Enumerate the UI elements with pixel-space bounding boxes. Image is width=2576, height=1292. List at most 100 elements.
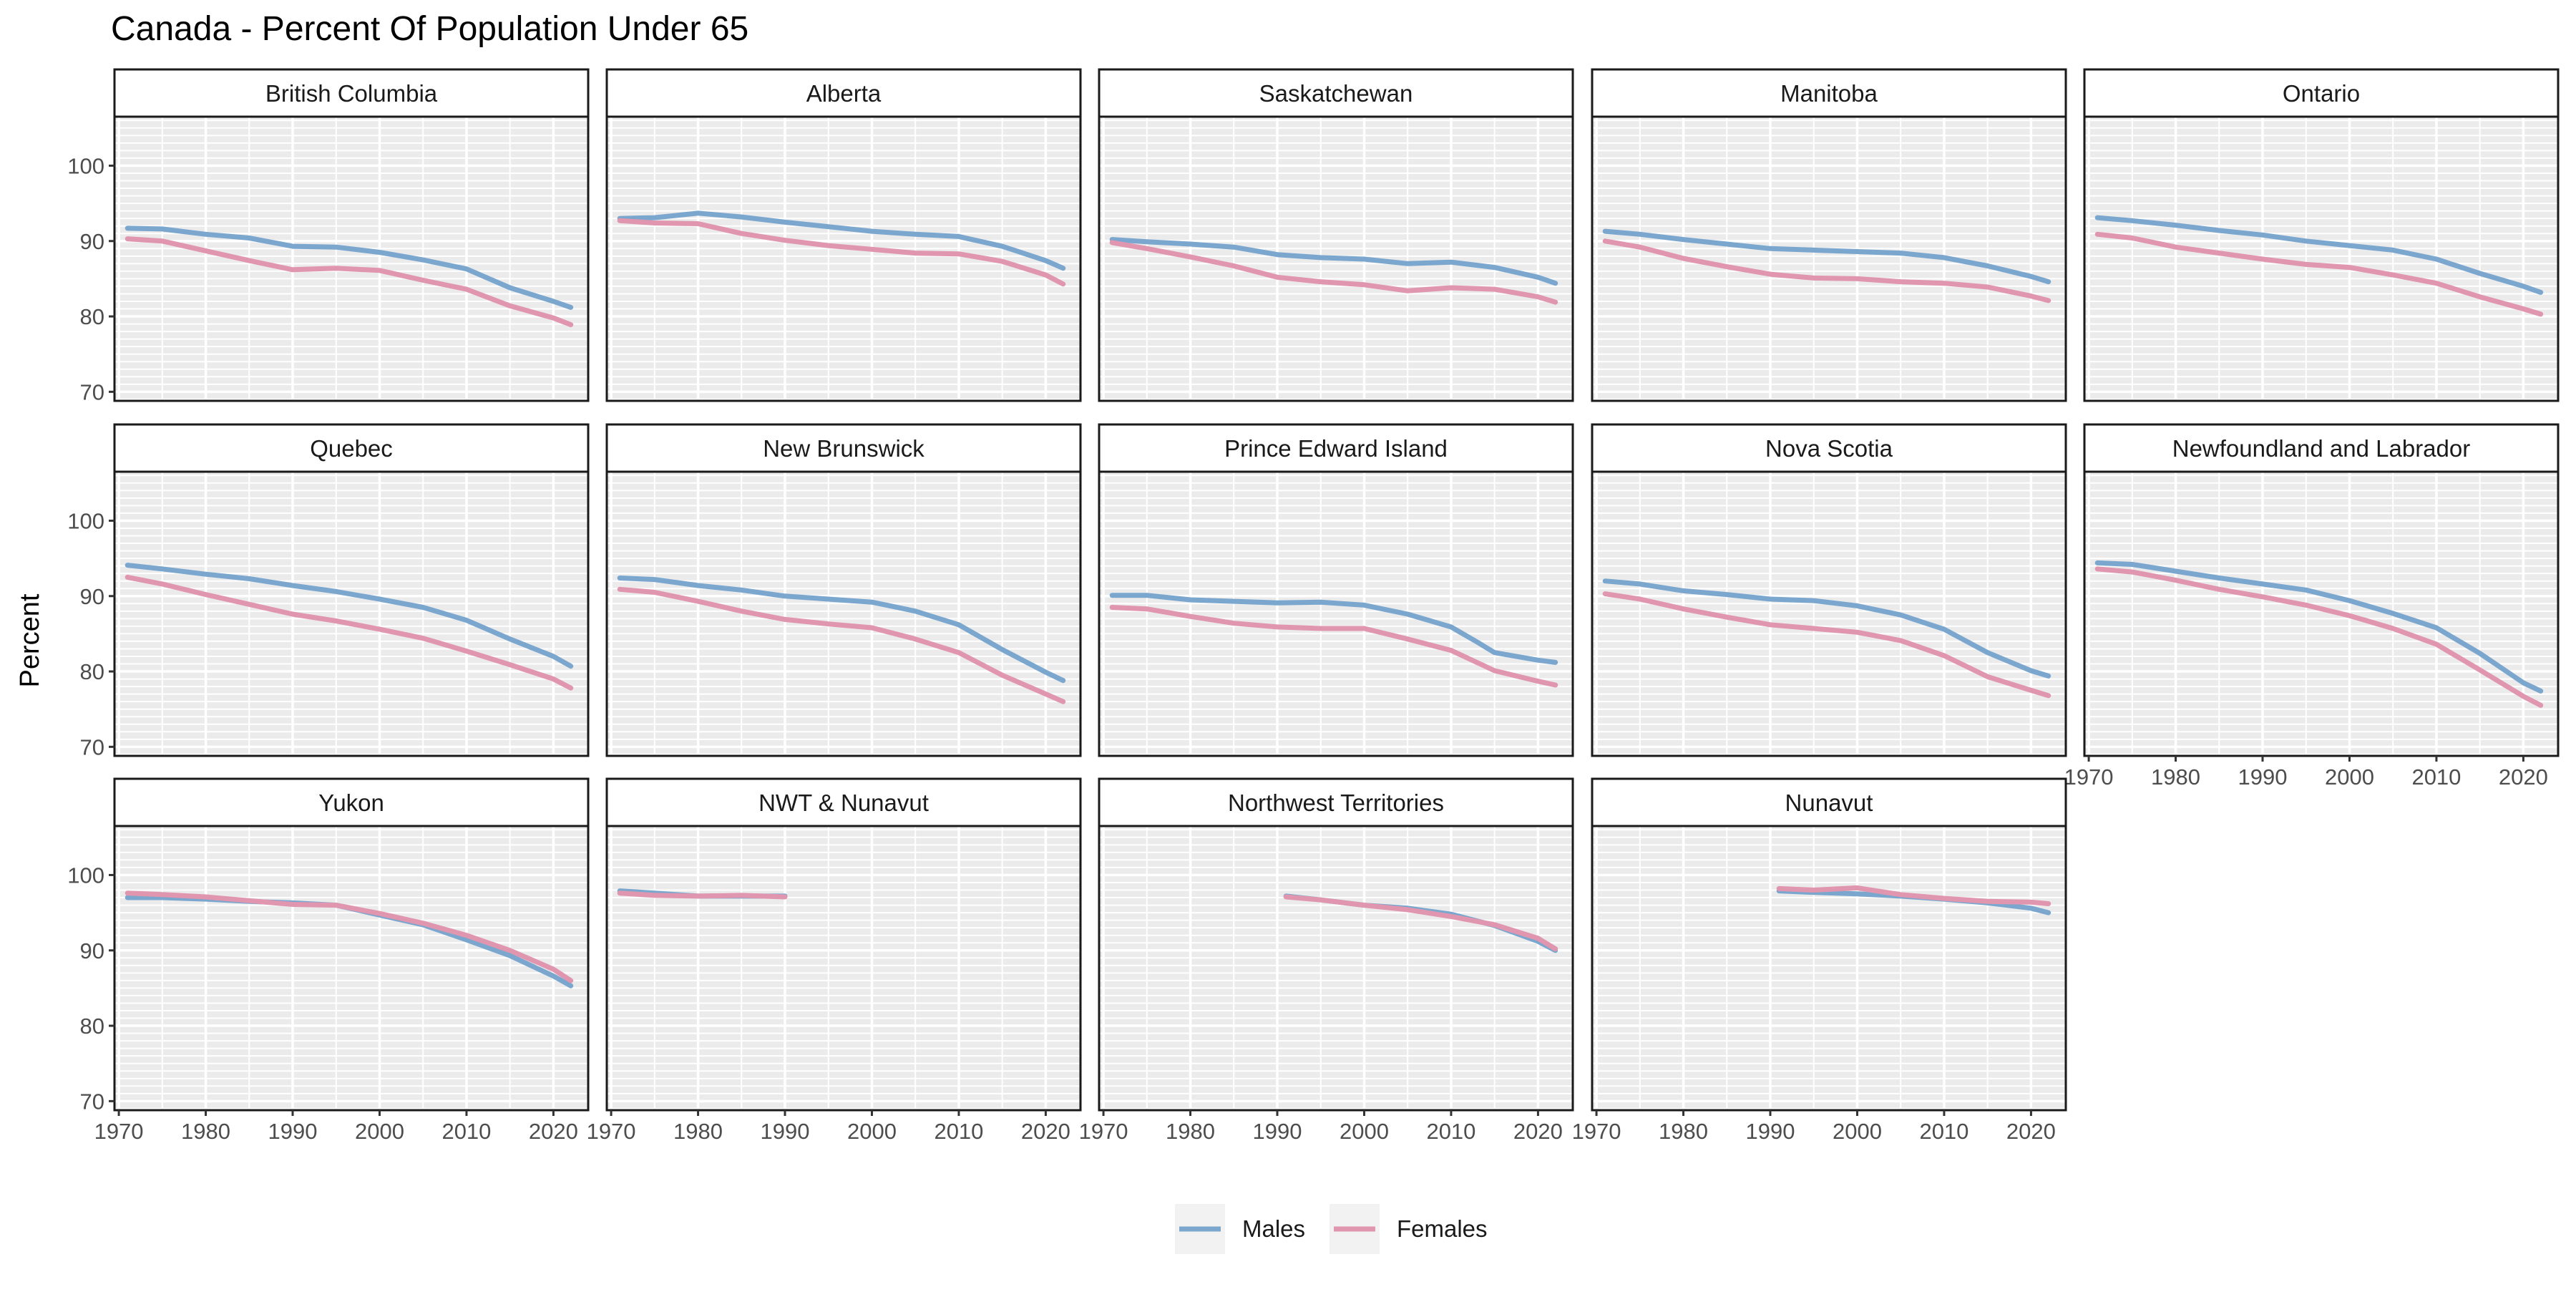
y-tick-label: 90 [80, 229, 104, 254]
x-tick-label: 2010 [2411, 764, 2461, 790]
x-tick-label: 2000 [1833, 1119, 1882, 1144]
y-tick-label: 80 [80, 659, 104, 684]
panel-title: Alberta [806, 80, 882, 107]
panel-2: Alberta [605, 68, 1082, 402]
x-tick-label: 2020 [2499, 764, 2548, 790]
gridlines [2084, 117, 2558, 401]
series-line-females [2094, 566, 2544, 708]
series-line-males [125, 225, 574, 310]
x-tick-label: 2010 [441, 1119, 491, 1144]
y-axis-label: Percent [15, 593, 45, 687]
y-tick-label: 80 [80, 304, 104, 329]
y-tick-label: 70 [80, 1089, 104, 1114]
panel-background [2084, 472, 2558, 756]
series-line-females [1109, 240, 1558, 305]
panel-10: Newfoundland and Labrador 1970 1980 1990 200… [2064, 423, 2560, 790]
y-tick-label: 90 [80, 938, 104, 963]
panel-title: New Brunswick [763, 435, 924, 462]
x-tick-label: 1970 [2064, 764, 2114, 790]
x-tick-label: 1970 [1079, 1119, 1128, 1144]
panels-group: British Columbia 70 80 90 100 Alberta Saskatch… [67, 68, 2560, 1144]
panel-strip [113, 777, 590, 827]
y-tick-label: 100 [67, 863, 104, 888]
x-tick-label: 2010 [1919, 1119, 1968, 1144]
series-line-females [1776, 885, 2051, 906]
x-tick-label: 2000 [847, 1119, 897, 1144]
panel-strip [113, 68, 590, 118]
series-line-males [1602, 228, 2051, 285]
panel-11: Yukon 70 80 90 100 1970 1980 1990 2000 2010 2020 [67, 777, 590, 1144]
panel-strip [1098, 777, 1574, 827]
x-tick-label: 1990 [1253, 1119, 1302, 1144]
x-tick-label: 1980 [1166, 1119, 1215, 1144]
panel-3: Saskatchewan [1098, 68, 1574, 402]
series-line-females [617, 218, 1066, 287]
series-line-males [2094, 215, 2544, 295]
series-line-females [617, 890, 788, 900]
x-tick-label: 2020 [1513, 1119, 1563, 1144]
panel-title: Saskatchewan [1259, 80, 1413, 107]
panel-title: Nova Scotia [1765, 435, 1893, 462]
panel-background [1592, 826, 2066, 1110]
series-line-males [2094, 560, 2544, 694]
panel-strip [1098, 423, 1574, 473]
panel-title: Nunavut [1785, 790, 1873, 816]
panel-8: Prince Edward Island [1098, 423, 1574, 757]
x-tick-label: 2020 [1021, 1119, 1070, 1144]
gridlines [1592, 472, 2066, 756]
gridlines [607, 472, 1080, 756]
panel-background [1592, 472, 2066, 756]
x-tick-label: 1980 [181, 1119, 230, 1144]
series-line-females [2094, 231, 2544, 317]
legend-label: Females [1397, 1215, 1488, 1242]
panel-title: Quebec [310, 435, 393, 462]
y-tick-label: 80 [80, 1014, 104, 1039]
panel-border [1098, 470, 1574, 757]
panel-background [607, 826, 1080, 1110]
panel-strip [2083, 423, 2560, 473]
panel-border [1591, 470, 2067, 757]
panel-background [1099, 826, 1573, 1110]
panel-title: Yukon [318, 790, 384, 816]
x-tick-label: 1990 [2238, 764, 2288, 790]
series-line-females [1602, 238, 2051, 303]
panel-border [605, 825, 1082, 1112]
panel-border [113, 115, 590, 402]
panel-strip [113, 423, 590, 473]
y-tick-label: 70 [80, 734, 104, 759]
panel-background [1592, 117, 2066, 401]
series-line-females [125, 574, 574, 691]
panel-border [1591, 825, 2067, 1112]
panel-9: Nova Scotia [1591, 423, 2067, 757]
panel-strip [1098, 68, 1574, 118]
y-tick-label: 70 [80, 379, 104, 404]
gridlines [1592, 117, 2066, 401]
panel-4: Manitoba [1591, 68, 2067, 402]
panel-background [114, 117, 588, 401]
panel-background [2084, 117, 2558, 401]
panel-strip [1591, 777, 2067, 827]
panel-background [607, 117, 1080, 401]
x-tick-label: 1980 [1659, 1119, 1708, 1144]
series-line-females [1109, 605, 1558, 688]
panel-border [2083, 115, 2560, 402]
panel-13: Northwest Territories 1970 1980 1990 2000 201… [1079, 777, 1574, 1144]
x-tick-label: 1970 [1572, 1119, 1621, 1144]
x-tick-label: 2010 [1426, 1119, 1475, 1144]
panel-title: NWT & Nunavut [758, 790, 929, 816]
gridlines [607, 117, 1080, 401]
chart-title: Canada - Percent Of Population Under 65 [111, 10, 748, 48]
panel-strip [2083, 68, 2560, 118]
legend-item-males: Males [1175, 1204, 1305, 1254]
panel-12: NWT & Nunavut 1970 1980 1990 2000 2010 2020 [587, 777, 1082, 1144]
panel-title: Newfoundland and Labrador [2172, 435, 2470, 462]
panel-title: Ontario [2283, 80, 2360, 107]
panel-strip [1591, 423, 2067, 473]
y-tick-label: 100 [67, 153, 104, 178]
x-tick-label: 1970 [587, 1119, 636, 1144]
x-tick-label: 2000 [1340, 1119, 1389, 1144]
panel-border [605, 115, 1082, 402]
panel-title: Manitoba [1780, 80, 1878, 107]
